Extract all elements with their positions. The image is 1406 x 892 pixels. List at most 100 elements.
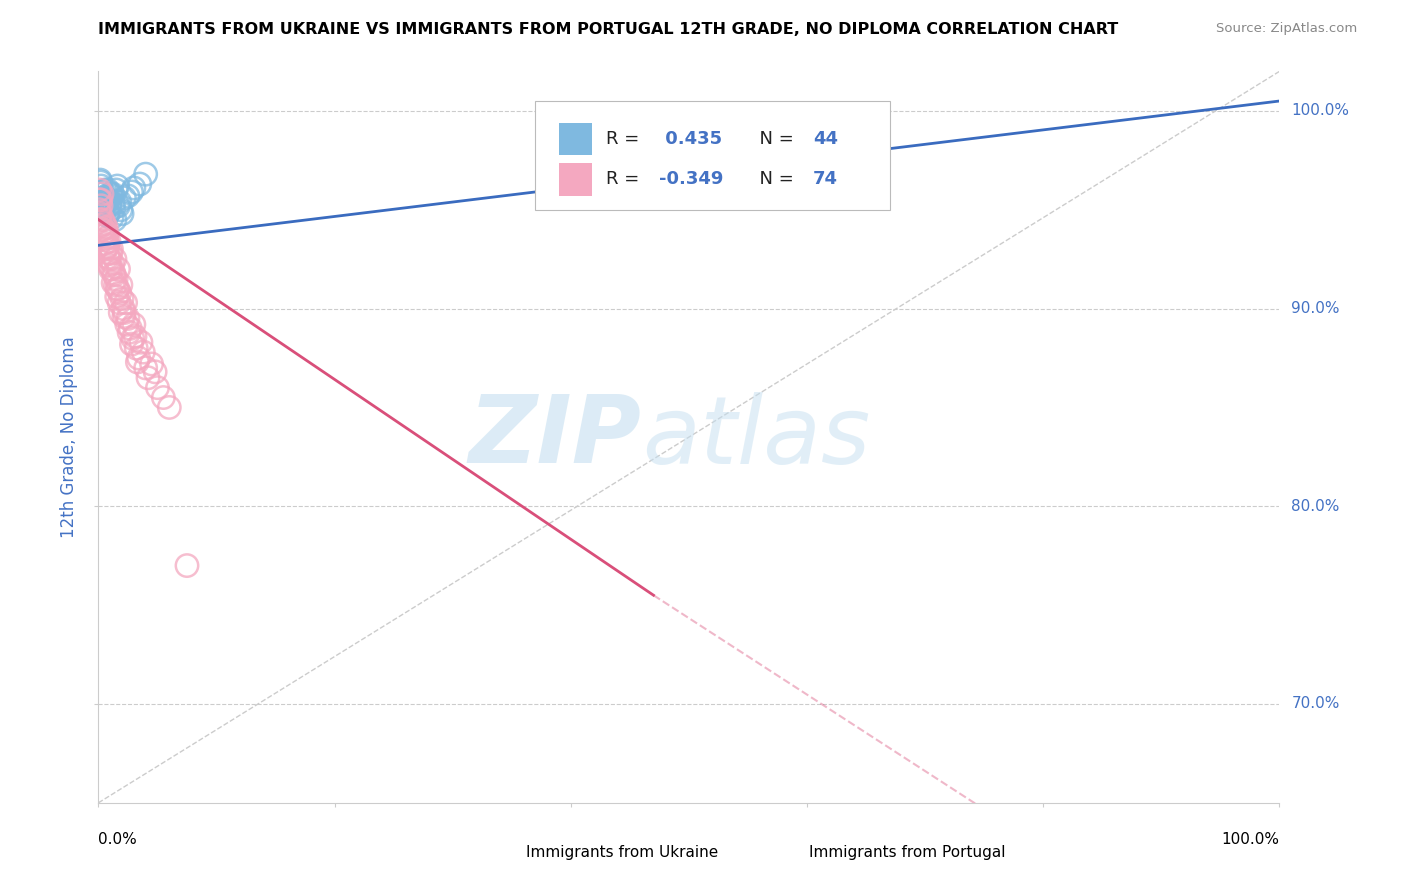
Point xyxy=(100,189,122,203)
Point xyxy=(117,189,139,203)
Point xyxy=(141,357,163,371)
Point xyxy=(127,355,149,369)
Point xyxy=(136,371,159,385)
Point xyxy=(94,242,117,256)
Point xyxy=(111,207,134,221)
Point xyxy=(122,181,145,195)
Point xyxy=(89,183,111,197)
Point xyxy=(97,193,120,207)
Point xyxy=(93,202,115,217)
FancyBboxPatch shape xyxy=(536,101,890,211)
Text: 70.0%: 70.0% xyxy=(1291,697,1340,712)
Point xyxy=(90,199,112,213)
Text: R =: R = xyxy=(606,129,645,148)
Point xyxy=(111,292,134,306)
Point xyxy=(94,193,117,207)
Point xyxy=(107,262,129,277)
Text: 74: 74 xyxy=(813,169,838,188)
Point xyxy=(132,345,155,359)
Text: 100.0%: 100.0% xyxy=(1291,103,1350,119)
Text: Immigrants from Ukraine: Immigrants from Ukraine xyxy=(526,845,718,860)
Bar xyxy=(560,122,592,155)
Point xyxy=(90,193,112,207)
Point xyxy=(91,186,114,201)
Point xyxy=(97,250,120,264)
Point xyxy=(121,185,143,199)
Point xyxy=(110,305,132,319)
Point xyxy=(122,318,145,332)
Y-axis label: 12th Grade, No Diploma: 12th Grade, No Diploma xyxy=(60,336,79,538)
Point xyxy=(143,365,166,379)
Point xyxy=(124,329,146,343)
Point xyxy=(105,290,128,304)
Point xyxy=(152,391,174,405)
Point xyxy=(135,167,157,181)
Point xyxy=(96,209,118,223)
Point xyxy=(103,201,125,215)
Point xyxy=(90,185,112,199)
Point xyxy=(97,183,120,197)
Point xyxy=(93,228,115,243)
Text: Source: ZipAtlas.com: Source: ZipAtlas.com xyxy=(1216,22,1357,36)
Point xyxy=(98,252,121,267)
Point xyxy=(146,381,169,395)
Point xyxy=(112,310,135,324)
Point xyxy=(91,193,114,207)
Point xyxy=(121,331,143,345)
Point xyxy=(108,285,131,300)
Point xyxy=(90,175,112,189)
Point xyxy=(105,272,128,286)
Point xyxy=(101,186,124,201)
Point xyxy=(100,242,122,256)
Point xyxy=(91,212,114,227)
Bar xyxy=(488,839,517,865)
Point xyxy=(110,202,132,217)
Point xyxy=(94,183,117,197)
Point xyxy=(93,194,115,209)
Bar xyxy=(772,839,801,865)
Point xyxy=(91,222,114,236)
Point xyxy=(104,212,127,227)
Point xyxy=(105,282,128,296)
Point xyxy=(104,277,127,292)
Point xyxy=(96,227,118,241)
Point xyxy=(114,295,136,310)
Point xyxy=(103,266,125,280)
Bar xyxy=(560,162,592,195)
Point xyxy=(101,262,124,277)
Point xyxy=(128,177,150,191)
Point xyxy=(96,194,118,209)
Point xyxy=(94,232,117,246)
Text: atlas: atlas xyxy=(641,392,870,483)
Text: ZIP: ZIP xyxy=(468,391,641,483)
Point xyxy=(91,222,114,236)
Point xyxy=(89,173,111,187)
Point xyxy=(89,193,111,207)
Point xyxy=(98,196,121,211)
Point xyxy=(112,305,135,319)
Point xyxy=(157,401,180,415)
Point xyxy=(93,227,115,241)
Text: 0.0%: 0.0% xyxy=(98,832,138,847)
Text: 100.0%: 100.0% xyxy=(1222,832,1279,847)
Point xyxy=(98,204,121,219)
Point xyxy=(112,301,135,316)
Point xyxy=(98,199,121,213)
Text: 80.0%: 80.0% xyxy=(1291,499,1340,514)
Point xyxy=(94,220,117,235)
Point xyxy=(112,191,135,205)
Point xyxy=(91,191,114,205)
Point xyxy=(101,211,124,225)
Point xyxy=(90,179,112,194)
Text: N =: N = xyxy=(748,129,800,148)
Point xyxy=(90,199,112,213)
Text: 0.435: 0.435 xyxy=(659,129,723,148)
Point xyxy=(120,321,142,335)
Point xyxy=(107,282,129,296)
Point xyxy=(96,240,118,254)
Point xyxy=(89,186,111,201)
Point xyxy=(115,318,138,332)
Point xyxy=(107,199,129,213)
Point xyxy=(94,196,117,211)
Point xyxy=(105,183,128,197)
